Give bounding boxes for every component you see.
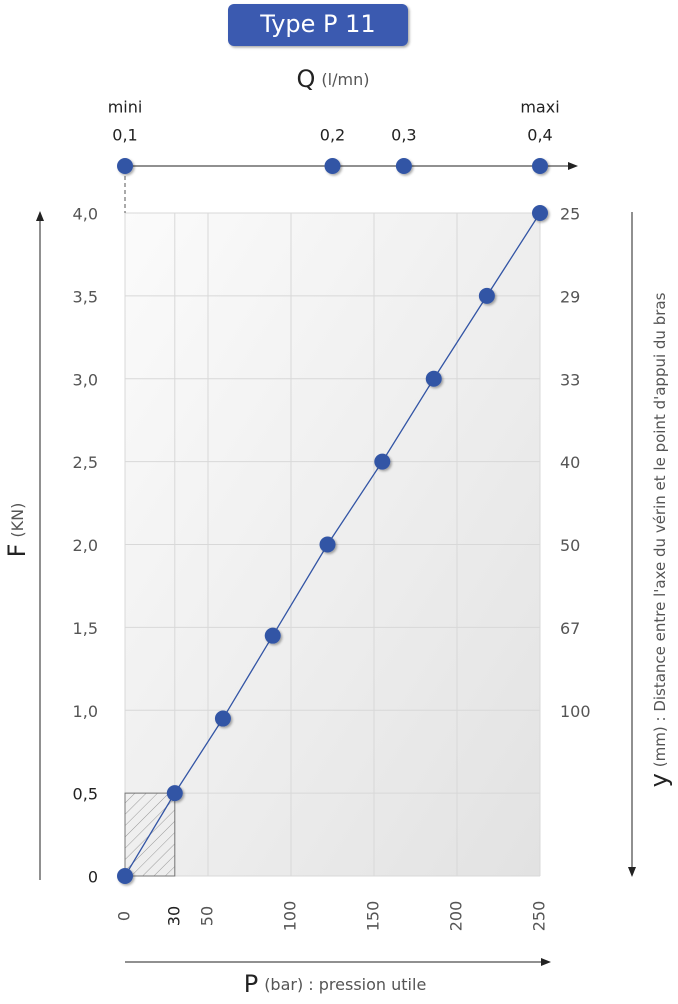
x-tick-label: 250 xyxy=(530,901,549,932)
q-tick-label: 0,1 xyxy=(112,126,137,145)
x-tick-label: 150 xyxy=(364,901,383,932)
data-point xyxy=(319,536,336,553)
data-point xyxy=(478,287,495,304)
y2-tick-label: 67 xyxy=(560,619,580,638)
y2-tick-label: 33 xyxy=(560,370,580,389)
q-max-label: maxi xyxy=(520,98,559,117)
data-point xyxy=(166,785,183,802)
x-axis-label: P (bar) : pression utile xyxy=(244,970,427,998)
x-tick-label: 30 xyxy=(164,906,183,926)
y2-tick-label: 40 xyxy=(560,453,580,472)
data-point xyxy=(425,370,442,387)
data-point xyxy=(532,205,548,221)
x-axis-label-symbol: P xyxy=(244,970,258,998)
q-point xyxy=(395,158,412,174)
y-tick-label: 2,5 xyxy=(73,453,98,472)
title-badge xyxy=(228,4,408,46)
x-tick-label: 200 xyxy=(447,901,466,932)
y2-tick-label: 25 xyxy=(560,205,580,224)
x-tick-label: 0 xyxy=(115,911,134,921)
y-tick-label: 1,5 xyxy=(73,619,98,638)
x-tick-label: 50 xyxy=(198,906,217,926)
y2-axis-label: y (mm) : Distance entre l'axe du vérin et… xyxy=(645,292,673,787)
y-tick-label: 2,0 xyxy=(73,536,98,555)
data-point xyxy=(264,627,281,644)
q-axis-label: Q (l/mn) xyxy=(297,65,370,93)
x-tick-label: 100 xyxy=(281,901,300,932)
data-point xyxy=(117,868,133,884)
q-axis-label-unit: (l/mn) xyxy=(321,70,369,89)
y-tick-label: 3,5 xyxy=(73,287,98,306)
y2-tick-label: 50 xyxy=(560,536,580,555)
y2-tick-label: 100 xyxy=(560,702,591,721)
y2-tick-label: 29 xyxy=(560,287,580,306)
y2-axis-label-symbol: y xyxy=(645,773,673,787)
chart-title: Type P 11 xyxy=(259,10,375,38)
y-axis-label-symbol: F xyxy=(3,544,31,558)
q-tick-label: 0,3 xyxy=(391,126,416,145)
x-axis-label-unit: (bar) : pression utile xyxy=(264,975,426,994)
y2-axis-label-unit: (mm) : Distance entre l'axe du vérin et … xyxy=(651,292,669,767)
data-point xyxy=(214,710,231,727)
q-point xyxy=(117,158,133,174)
data-point xyxy=(374,453,391,470)
y-axis-label-unit: (KN) xyxy=(8,503,27,538)
y-tick-label: 0,5 xyxy=(73,785,98,804)
y-tick-label: 3,0 xyxy=(73,370,98,389)
q-point xyxy=(532,158,548,174)
y-tick-label: 0 xyxy=(88,868,98,887)
q-min-label: mini xyxy=(108,98,143,117)
q-axis-label-symbol: Q xyxy=(297,65,316,93)
q-tick-label: 0,2 xyxy=(320,126,345,145)
q-point xyxy=(324,158,341,174)
y-axis-label: F (KN) xyxy=(3,503,31,558)
y-tick-label: 4,0 xyxy=(73,205,98,224)
q-tick-label: 0,4 xyxy=(527,126,552,145)
y-tick-label: 1,0 xyxy=(73,702,98,721)
